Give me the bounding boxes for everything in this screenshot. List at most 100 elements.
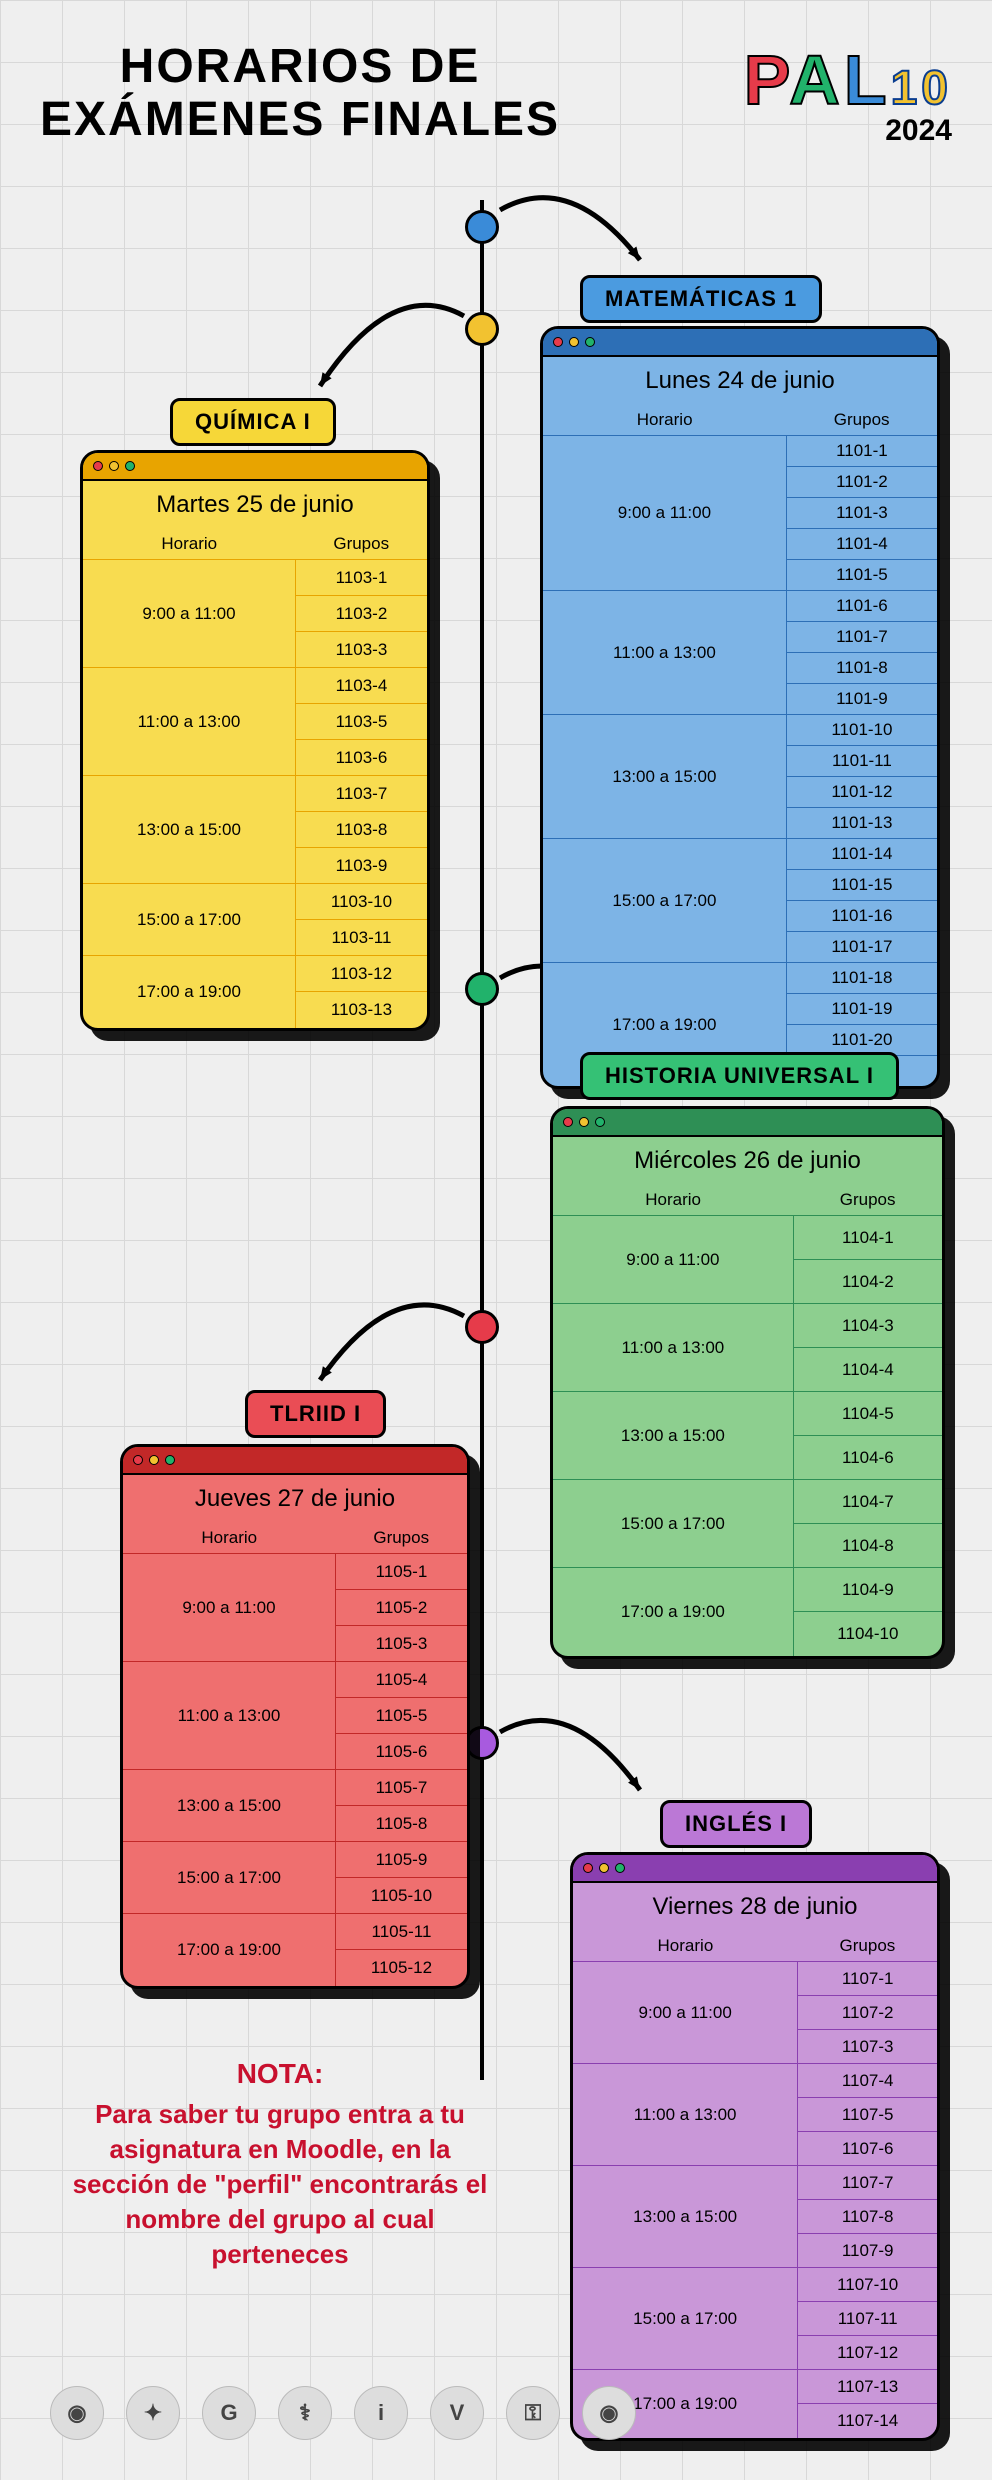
window-dot-icon <box>133 1455 143 1465</box>
schedule-card-ingles: Viernes 28 de junioHorarioGrupos9:00 a 1… <box>570 1852 940 2441</box>
group-cell: 1107-4 <box>798 2064 937 2098</box>
group-cell: 1107-3 <box>798 2030 937 2064</box>
time-cell: 11:00 a 13:00 <box>573 2064 798 2166</box>
group-cell: 1105-10 <box>335 1878 467 1914</box>
group-cell: 1103-4 <box>295 668 427 704</box>
note-body: Para saber tu grupo entra a tu asignatur… <box>60 2097 500 2272</box>
window-dot-icon <box>569 337 579 347</box>
table-header: Grupos <box>295 529 427 560</box>
note: NOTA: Para saber tu grupo entra a tu asi… <box>60 2055 500 2272</box>
header: HORARIOS DE EXÁMENES FINALES PAL10 2024 <box>40 40 952 148</box>
group-cell: 1105-4 <box>335 1662 467 1698</box>
window-dot-icon <box>585 337 595 347</box>
group-cell: 1101-4 <box>786 529 937 560</box>
card-date: Miércoles 26 de junio <box>553 1137 942 1185</box>
group-cell: 1104-8 <box>793 1524 942 1568</box>
subject-badge-historia: HISTORIA UNIVERSAL I <box>580 1052 899 1100</box>
group-cell: 1101-17 <box>786 932 937 963</box>
group-cell: 1103-6 <box>295 740 427 776</box>
table-header: Horario <box>553 1185 793 1216</box>
window-dot-icon <box>583 1863 593 1873</box>
time-cell: 9:00 a 11:00 <box>553 1216 793 1304</box>
time-cell: 9:00 a 11:00 <box>83 560 295 668</box>
group-cell: 1101-12 <box>786 777 937 808</box>
logo-pal: PAL10 <box>744 40 952 120</box>
table-row: 11:00 a 13:001103-4 <box>83 668 427 704</box>
group-cell: 1107-11 <box>798 2302 937 2336</box>
card-date: Jueves 27 de junio <box>123 1475 467 1523</box>
group-cell: 1104-2 <box>793 1260 942 1304</box>
title-line-2: EXÁMENES FINALES <box>40 94 560 147</box>
table-header: Horario <box>573 1931 798 1962</box>
group-cell: 1103-10 <box>295 884 427 920</box>
group-cell: 1101-3 <box>786 498 937 529</box>
schedule-table: HorarioGrupos9:00 a 11:001107-11107-2110… <box>573 1931 937 2438</box>
group-cell: 1103-12 <box>295 956 427 992</box>
group-cell: 1107-10 <box>798 2268 937 2302</box>
group-cell: 1101-11 <box>786 746 937 777</box>
group-cell: 1105-9 <box>335 1842 467 1878</box>
note-title: NOTA: <box>60 2055 500 2093</box>
group-cell: 1101-8 <box>786 653 937 684</box>
window-dot-icon <box>599 1863 609 1873</box>
table-header: Grupos <box>335 1523 467 1554</box>
time-cell: 15:00 a 17:00 <box>83 884 295 956</box>
group-cell: 1107-1 <box>798 1962 937 1996</box>
group-cell: 1107-13 <box>798 2370 937 2404</box>
time-cell: 13:00 a 15:00 <box>553 1392 793 1480</box>
schedule-card-tlriid: Jueves 27 de junioHorarioGrupos9:00 a 11… <box>120 1444 470 1989</box>
table-row: 17:00 a 19:001103-12 <box>83 956 427 992</box>
footer-logo-icon: ◉ <box>50 2386 104 2440</box>
group-cell: 1103-2 <box>295 596 427 632</box>
group-cell: 1104-3 <box>793 1304 942 1348</box>
table-row: 15:00 a 17:001104-7 <box>553 1480 942 1524</box>
group-cell: 1105-1 <box>335 1554 467 1590</box>
group-cell: 1105-8 <box>335 1806 467 1842</box>
group-cell: 1107-2 <box>798 1996 937 2030</box>
time-cell: 17:00 a 19:00 <box>123 1914 335 1986</box>
table-row: 13:00 a 15:001105-7 <box>123 1770 467 1806</box>
group-cell: 1103-3 <box>295 632 427 668</box>
time-cell: 11:00 a 13:00 <box>553 1304 793 1392</box>
table-header: Horario <box>543 405 786 436</box>
time-cell: 11:00 a 13:00 <box>543 591 786 715</box>
group-cell: 1104-1 <box>793 1216 942 1260</box>
group-cell: 1104-4 <box>793 1348 942 1392</box>
group-cell: 1101-2 <box>786 467 937 498</box>
card-date: Martes 25 de junio <box>83 481 427 529</box>
schedule-table: HorarioGrupos9:00 a 11:001104-11104-211:… <box>553 1185 942 1656</box>
group-cell: 1104-5 <box>793 1392 942 1436</box>
schedule-table: HorarioGrupos9:00 a 11:001103-11103-2110… <box>83 529 427 1028</box>
group-cell: 1105-5 <box>335 1698 467 1734</box>
table-row: 15:00 a 17:001105-9 <box>123 1842 467 1878</box>
time-cell: 9:00 a 11:00 <box>543 436 786 591</box>
window-dot-icon <box>125 461 135 471</box>
footer-logo-icon: ⚿ <box>506 2386 560 2440</box>
time-cell: 13:00 a 15:00 <box>123 1770 335 1842</box>
logo-letter-p: P <box>744 41 790 119</box>
card-date: Viernes 28 de junio <box>573 1883 937 1931</box>
group-cell: 1103-11 <box>295 920 427 956</box>
group-cell: 1107-7 <box>798 2166 937 2200</box>
table-header: Grupos <box>793 1185 942 1216</box>
footer-logo-icon: V <box>430 2386 484 2440</box>
time-cell: 9:00 a 11:00 <box>573 1962 798 2064</box>
group-cell: 1101-13 <box>786 808 937 839</box>
table-row: 11:00 a 13:001104-3 <box>553 1304 942 1348</box>
window-dot-icon <box>563 1117 573 1127</box>
group-cell: 1103-7 <box>295 776 427 812</box>
time-cell: 11:00 a 13:00 <box>123 1662 335 1770</box>
arrow-icon <box>470 1682 690 1825</box>
group-cell: 1107-8 <box>798 2200 937 2234</box>
group-cell: 1101-10 <box>786 715 937 746</box>
table-row: 15:00 a 17:001101-14 <box>543 839 937 870</box>
table-row: 11:00 a 13:001105-4 <box>123 1662 467 1698</box>
table-row: 15:00 a 17:001107-10 <box>573 2268 937 2302</box>
group-cell: 1104-6 <box>793 1436 942 1480</box>
table-row: 13:00 a 15:001101-10 <box>543 715 937 746</box>
window-bar <box>553 1109 942 1137</box>
subject-badge-quimica: QUÍMICA I <box>170 398 336 446</box>
subject-badge-ingles: INGLÉS I <box>660 1800 812 1848</box>
group-cell: 1103-5 <box>295 704 427 740</box>
table-row: 11:00 a 13:001107-4 <box>573 2064 937 2098</box>
